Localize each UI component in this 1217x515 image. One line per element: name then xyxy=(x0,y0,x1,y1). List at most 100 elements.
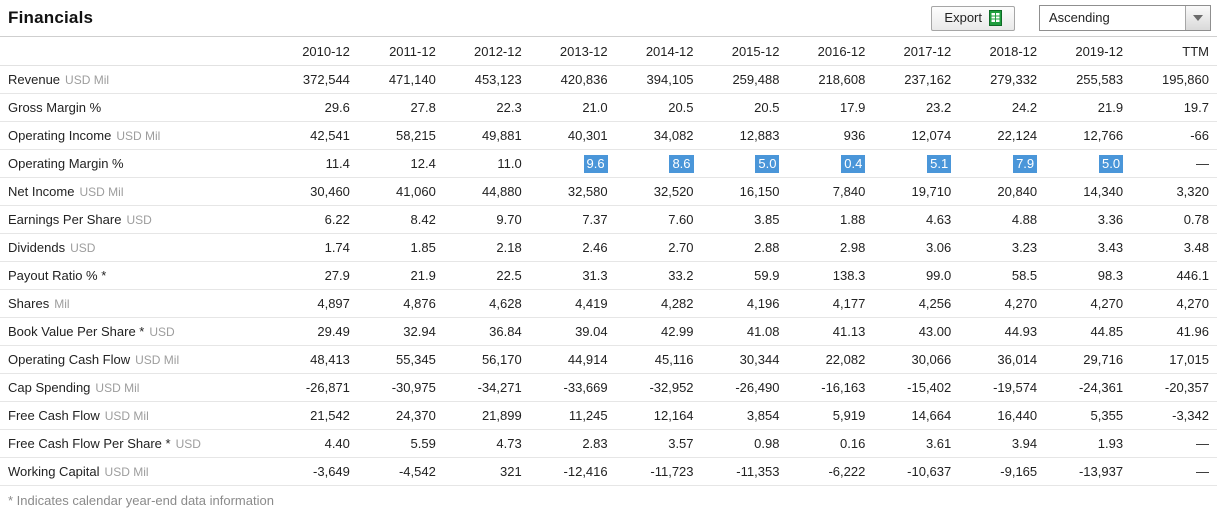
cell-value: 4,177 xyxy=(832,296,866,311)
table-cell: 31.3 xyxy=(529,261,616,290)
table-cell: 24.2 xyxy=(959,93,1046,122)
table-cell: -26,871 xyxy=(272,373,358,402)
cell-value: 4.88 xyxy=(1011,212,1038,227)
cell-value: 8.6 xyxy=(669,155,694,173)
export-button[interactable]: Export xyxy=(931,5,1015,31)
cell-value: — xyxy=(1196,436,1209,451)
cell-value: 41.13 xyxy=(832,324,866,339)
table-cell: 42,541 xyxy=(272,121,358,150)
cell-value: 5,355 xyxy=(1090,408,1124,423)
table-cell: 36.84 xyxy=(443,317,530,346)
cell-value: 12,766 xyxy=(1083,128,1124,143)
row-unit: USD Mil xyxy=(135,353,180,367)
cell-value: 2.88 xyxy=(754,240,780,255)
table-cell: 4,196 xyxy=(701,289,788,318)
cell-value: 20,840 xyxy=(997,184,1038,199)
cell-value: 41.96 xyxy=(1176,324,1209,339)
table-row: Net Income USD Mil 30,460 41,060 44,880 32,58… xyxy=(0,177,1217,206)
cell-value: 36.84 xyxy=(489,324,522,339)
table-cell: -13,937 xyxy=(1045,457,1132,486)
table-cell: 1.85 xyxy=(357,233,444,262)
cell-value: -13,937 xyxy=(1078,464,1124,479)
chevron-down-icon xyxy=(1193,15,1203,21)
table-cell: -3,342 xyxy=(1131,401,1217,430)
row-unit: USD Mil xyxy=(95,381,140,395)
table-cell: 5.59 xyxy=(357,429,444,458)
cell-value: 12,074 xyxy=(911,128,952,143)
toolbar: Export Ascending xyxy=(931,5,1211,31)
table-row: Shares Mil 4,897 4,876 4,628 4,419 4,282 4,196 4… xyxy=(0,289,1217,318)
cell-value: 4,282 xyxy=(660,296,694,311)
cell-value: 4.73 xyxy=(496,436,522,451)
cell-value: 195,860 xyxy=(1162,72,1209,87)
table-cell: 22.5 xyxy=(443,261,530,290)
table-cell: 58.5 xyxy=(959,261,1046,290)
cell-value: 12,164 xyxy=(653,408,694,423)
table-row: Gross Margin % 29.6 27.8 22.3 21.0 20.5 20.5 17… xyxy=(0,93,1217,122)
cell-value: 31.3 xyxy=(582,268,608,283)
cell-value: 5.59 xyxy=(410,436,436,451)
cell-value: 59.9 xyxy=(754,268,780,283)
cell-value: 7,840 xyxy=(832,184,866,199)
table-cell: 7.37 xyxy=(529,205,616,234)
header-bar: Financials Export Ascending xyxy=(0,0,1217,37)
cell-value: 4,419 xyxy=(575,296,608,311)
table-cell: 7.9 xyxy=(959,149,1046,178)
row-label: Operating Income xyxy=(8,128,112,143)
cell-value: 5.0 xyxy=(1098,155,1124,173)
cell-value: -30,975 xyxy=(391,380,436,395)
row-unit: USD xyxy=(126,213,152,227)
cell-value: 279,332 xyxy=(990,72,1038,87)
table-cell: 3.85 xyxy=(701,205,788,234)
cell-value: 2.98 xyxy=(840,240,866,255)
cell-value: -3,342 xyxy=(1172,408,1209,423)
cell-value: -4,542 xyxy=(398,464,436,479)
cell-value: 2.46 xyxy=(582,240,608,255)
table-cell: 3.36 xyxy=(1045,205,1132,234)
column-header: 2015-12 xyxy=(701,37,788,66)
table-cell: 1.88 xyxy=(787,205,874,234)
page-title: Financials xyxy=(8,8,94,27)
column-header: 2014-12 xyxy=(615,37,702,66)
table-cell: 8.42 xyxy=(357,205,444,234)
column-header: 2018-12 xyxy=(959,37,1046,66)
table-row: Free Cash Flow Per Share * USD 4.40 5.59 4.7… xyxy=(0,429,1217,458)
table-cell: 3.94 xyxy=(959,429,1046,458)
cell-value: 23.2 xyxy=(925,100,952,115)
table-cell: 30,460 xyxy=(272,177,358,206)
table-cell: -11,353 xyxy=(701,457,788,486)
table-cell: 55,345 xyxy=(357,345,444,374)
table-cell: 16,150 xyxy=(701,177,788,206)
cell-value: -26,490 xyxy=(735,380,780,395)
row-label: Working Capital xyxy=(8,464,100,479)
cell-value: 0.4 xyxy=(841,155,866,173)
table-cell: 40,301 xyxy=(529,121,616,150)
cell-value: 40,301 xyxy=(567,128,608,143)
table-cell: 5.0 xyxy=(1045,149,1132,178)
cell-value: — xyxy=(1196,156,1209,171)
cell-value: 22,082 xyxy=(825,352,866,367)
cell-value: -16,163 xyxy=(821,380,866,395)
cell-value: -66 xyxy=(1190,128,1209,143)
table-cell: 27.9 xyxy=(272,261,358,290)
row-label-cell: Cap Spending USD Mil xyxy=(0,373,272,402)
sort-order-dropdown[interactable]: Ascending xyxy=(1039,5,1211,31)
dropdown-arrow-button[interactable] xyxy=(1185,6,1210,30)
table-cell: 4.40 xyxy=(272,429,358,458)
cell-value: -10,637 xyxy=(907,464,952,479)
table-cell: 3.61 xyxy=(873,429,960,458)
row-label: Operating Margin % xyxy=(8,156,124,171)
cell-value: 17.9 xyxy=(840,100,866,115)
table-cell: 44,880 xyxy=(443,177,530,206)
cell-value: 58.5 xyxy=(1011,268,1038,283)
cell-value: 7.9 xyxy=(1013,155,1038,173)
table-cell: 29.6 xyxy=(272,93,358,122)
column-header: 2016-12 xyxy=(787,37,874,66)
table-cell: 9.70 xyxy=(443,205,530,234)
row-unit: USD Mil xyxy=(116,129,161,143)
column-header: 2012-12 xyxy=(443,37,530,66)
cell-value: 4,270 xyxy=(1004,296,1038,311)
row-label: Operating Cash Flow xyxy=(8,352,131,367)
table-cell: — xyxy=(1131,149,1217,178)
table-cell: 20.5 xyxy=(615,93,702,122)
